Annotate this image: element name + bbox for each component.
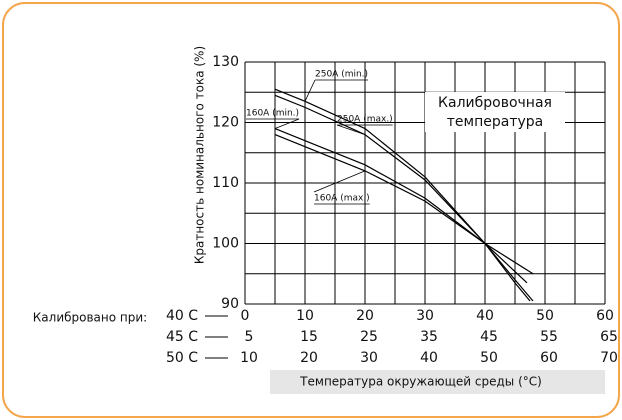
curve (274, 94, 531, 302)
series-label: 250A (min.) (315, 70, 368, 80)
leader (336, 124, 366, 135)
x-tick-label: 50 (536, 308, 554, 324)
x-tick-label: 30 (416, 308, 434, 324)
x-tick-label: 5 (245, 329, 254, 345)
x-tick-label: 35 (420, 329, 438, 345)
y-tick-label: 110 (212, 175, 239, 191)
leader (313, 170, 366, 193)
x-tick-label: 60 (540, 350, 558, 366)
x-tick-label: 50 (480, 350, 498, 366)
x-tick-label: 60 (596, 308, 614, 324)
x-tick-label: 40 (420, 350, 438, 366)
x-axis-title: Температура окружающей среды (°C) (299, 375, 542, 389)
x-tick-label: 45 (480, 329, 498, 345)
x-tick-label: 20 (300, 350, 318, 366)
scale-name: 40 C (166, 308, 198, 324)
series-label: 160A (max.) (314, 194, 370, 204)
x-tick-label: 65 (600, 329, 618, 345)
y-tick-label: 120 (212, 115, 239, 131)
x-tick-label: 40 (476, 308, 494, 324)
scale-name: 45 C (166, 329, 198, 345)
calibrated-label: Калибровано при: (33, 311, 147, 325)
x-tick-label: 70 (600, 350, 618, 366)
note-text: температура (447, 114, 543, 130)
y-axis-title: Кратность номинального тока (%) (193, 46, 207, 264)
leader (304, 79, 316, 102)
y-tick-label: 100 (212, 236, 239, 252)
x-tick-label: 30 (360, 350, 378, 366)
note-text: Калибровочная (438, 95, 552, 111)
series-label: 160A (min.) (246, 109, 299, 119)
x-tick-label: 10 (296, 308, 314, 324)
x-tick-label: 25 (360, 329, 378, 345)
curve (274, 127, 534, 275)
x-tick-label: 55 (540, 329, 558, 345)
xlabel-band (270, 370, 605, 394)
curve (274, 134, 528, 284)
leader (274, 118, 300, 129)
x-tick-label: 0 (241, 308, 250, 324)
y-tick-label: 90 (221, 296, 239, 312)
note-box (425, 92, 565, 132)
x-tick-label: 20 (356, 308, 374, 324)
y-tick-label: 130 (212, 54, 239, 70)
x-tick-label: 15 (300, 329, 318, 345)
x-tick-label: 10 (240, 350, 258, 366)
scale-name: 50 C (166, 350, 198, 366)
series-label: 250A (max.) (337, 115, 393, 125)
